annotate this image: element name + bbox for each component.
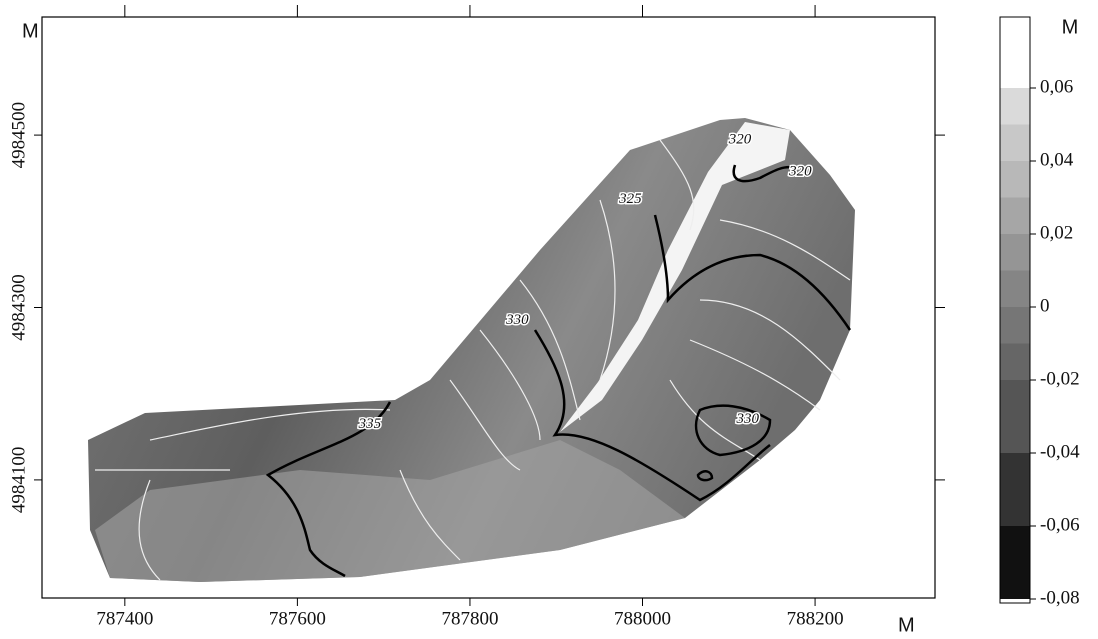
x-tick-label: 788200 [787, 608, 844, 629]
colorbar-band [1000, 88, 1030, 125]
raster [88, 118, 855, 582]
colorbar-tick-label: -0,02 [1040, 368, 1080, 389]
colorbar-band [1000, 161, 1030, 198]
white-contours [95, 139, 851, 581]
colorbar-tick-label: 0,06 [1040, 76, 1073, 97]
colorbar-band [1000, 307, 1030, 344]
x-tick-label: 787400 [96, 608, 153, 629]
colorbar-title: M [1062, 16, 1079, 38]
contour-label: 320 [728, 132, 752, 148]
y-tick-label: 4984100 [8, 447, 29, 514]
colorbar-band [1000, 526, 1030, 599]
light-band [95, 440, 685, 582]
colorbar-band [1000, 197, 1030, 234]
contour-label: 320 [788, 164, 812, 180]
colorbar-band [1000, 270, 1030, 307]
x-unit: M [898, 614, 915, 636]
contour-label: 325 [618, 191, 642, 207]
contour-label: 330 [736, 411, 760, 427]
colorbar-band [1000, 343, 1030, 380]
x-tick-label: 787800 [441, 608, 498, 629]
colorbar-outline [999, 16, 1031, 604]
x-tick-label: 788000 [614, 608, 671, 629]
colorbar-band [1000, 124, 1030, 161]
colorbar-band [1000, 453, 1030, 526]
contour-label: 335 [358, 416, 382, 432]
colorbar-tick-label: -0,04 [1040, 441, 1080, 462]
colorbar-band [1000, 380, 1030, 453]
colorbar-tick-label: -0,06 [1040, 514, 1080, 535]
y-unit: M [22, 20, 39, 42]
colorbar-band [1000, 15, 1030, 88]
colorbar-tick-label: -0,08 [1040, 587, 1080, 608]
y-tick-label: 4984500 [8, 102, 29, 169]
black-contours [265, 164, 852, 578]
colorbar-band [1000, 234, 1030, 271]
contour-label: 330 [505, 312, 529, 328]
colorbar-tick-label: 0,02 [1040, 222, 1073, 243]
colorbar-tick-label: 0 [1040, 295, 1050, 316]
surface [88, 118, 855, 582]
x-tick-label: 787600 [269, 608, 326, 629]
channel [560, 122, 790, 432]
y-tick-label: 4984300 [8, 274, 29, 341]
colorbar-tick-label: 0,04 [1040, 149, 1074, 170]
